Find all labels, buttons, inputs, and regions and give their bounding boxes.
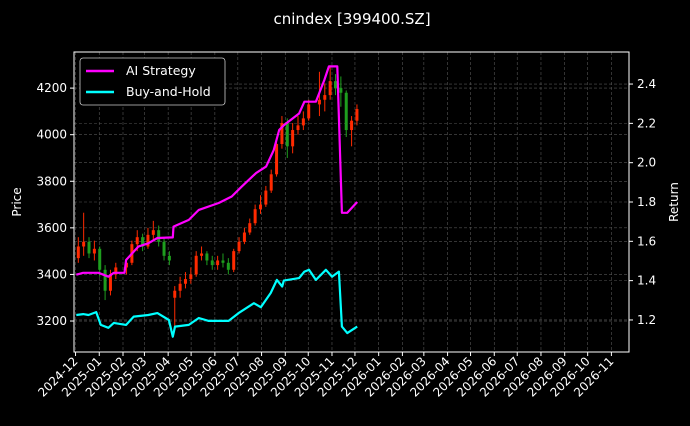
candle-body <box>183 279 187 284</box>
candle-body <box>141 237 145 247</box>
candle-body <box>280 123 284 145</box>
y-left-tick-label: 4200 <box>36 81 67 95</box>
candle-body <box>108 274 112 291</box>
candle-body <box>178 283 182 291</box>
ai-strategy-line <box>76 65 359 278</box>
legend-label-strategy: AI Strategy <box>126 63 196 78</box>
candle-body <box>232 251 236 270</box>
candle-body <box>264 190 268 205</box>
y-left-tick-label: 4000 <box>36 128 67 142</box>
candle-body <box>328 81 332 96</box>
candle-body <box>339 88 343 93</box>
candle-body <box>296 125 300 131</box>
y-right-tick-label: 2.0 <box>637 156 656 170</box>
candle-body <box>135 237 139 245</box>
candle-body <box>103 269 107 291</box>
candle-body <box>350 120 354 131</box>
y-left-tick-label: 3600 <box>36 221 67 235</box>
candle-body <box>173 290 177 298</box>
candle-body <box>98 248 102 270</box>
candle-body <box>258 204 262 210</box>
y-right-tick-label: 2.2 <box>637 116 656 130</box>
candle-body <box>146 234 150 247</box>
candle-body <box>242 232 246 242</box>
candle-body <box>344 92 348 131</box>
candle-body <box>307 104 311 119</box>
candle-body <box>200 253 204 256</box>
y-axis-right: 1.2 1.4 1.6 1.8 2.0 2.2 2.4 <box>629 77 656 327</box>
candle-body <box>355 109 359 121</box>
y-left-tick-label: 3800 <box>36 174 67 188</box>
legend: AI Strategy Buy-and-Hold <box>79 57 226 106</box>
y-right-tick-label: 1.8 <box>637 195 656 209</box>
candlesticks <box>76 67 359 327</box>
y-axis-left-label: Price <box>10 187 24 216</box>
candle-body <box>157 230 161 242</box>
buy-and-hold-line <box>76 268 358 338</box>
candle-body <box>285 123 289 147</box>
candle-body <box>253 209 257 224</box>
candle-body <box>216 260 220 266</box>
candle-body <box>221 260 225 263</box>
y-right-tick-label: 1.6 <box>637 234 656 248</box>
candle-body <box>317 99 321 105</box>
candle-body <box>210 260 214 266</box>
candle-body <box>194 255 198 275</box>
candle-body <box>334 81 338 89</box>
x-axis: 2024-122025-012025-022025-032025-042025-… <box>35 352 617 400</box>
y-right-tick-label: 1.2 <box>637 313 656 327</box>
candle-body <box>162 241 166 256</box>
candle-body <box>301 118 305 126</box>
candle-body <box>92 248 96 254</box>
candle-body <box>205 253 209 261</box>
candle-body <box>269 174 273 191</box>
candle-body <box>237 241 241 252</box>
candle-body <box>87 241 91 254</box>
series-lines <box>76 65 359 338</box>
y-axis-left: 3200 3400 3600 3800 4000 4200 <box>36 81 74 328</box>
candle-body <box>151 230 155 235</box>
chart-title: cnindex [399400.SZ] <box>273 10 430 28</box>
candle-body <box>323 95 327 100</box>
legend-box <box>79 57 226 106</box>
y-left-tick-label: 3400 <box>36 267 67 281</box>
candle-body <box>291 130 295 147</box>
candle-body <box>114 267 118 275</box>
y-axis-right-label: Return <box>667 182 681 222</box>
candle-body <box>82 241 86 247</box>
y-right-tick-label: 2.4 <box>637 77 656 91</box>
candle-body <box>248 223 252 233</box>
legend-label-buy-hold: Buy-and-Hold <box>126 84 211 99</box>
candle-body <box>76 246 80 259</box>
candle-body <box>275 144 279 175</box>
candle-body <box>167 255 171 261</box>
y-right-tick-label: 1.4 <box>637 274 656 288</box>
y-left-tick-label: 3200 <box>36 314 67 328</box>
candle-body <box>226 262 230 270</box>
candle-body <box>189 274 193 280</box>
